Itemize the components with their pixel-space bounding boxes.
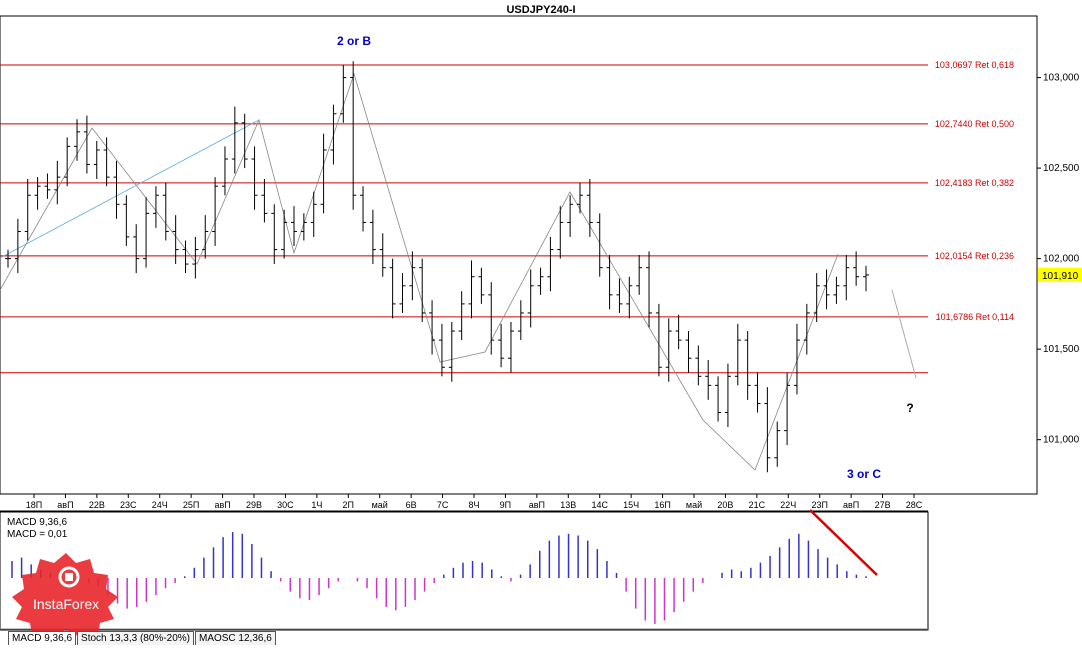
x-tick-label: авП — [214, 500, 230, 510]
fib-label: 102,7440 Ret 0,500 — [935, 119, 1014, 129]
x-tick-label: авП — [843, 500, 859, 510]
x-tick-label: 1Ч — [311, 500, 322, 510]
x-tick-label: 29В — [246, 500, 262, 510]
x-tick-label: май — [686, 500, 702, 510]
current-price-label: 101,910 — [1042, 271, 1079, 282]
x-tick-label: авП — [529, 500, 545, 510]
projection-line — [891, 289, 917, 379]
x-tick-label: май — [372, 500, 388, 510]
main-panel-frame — [0, 15, 1038, 495]
y-tick-label: 103,000 — [1043, 73, 1080, 84]
current-price-marker — [1038, 267, 1082, 282]
y-tick-label: 102,000 — [1043, 254, 1080, 265]
wave-label-question: ? — [906, 401, 913, 415]
indicator-panel-frame — [0, 511, 929, 631]
tab-maosc[interactable]: MAOSC 12,36,6 — [194, 631, 276, 645]
macd-trend-line — [809, 509, 878, 576]
x-tick-label: 24Ч — [152, 500, 168, 510]
x-tick-label: 14С — [591, 500, 608, 510]
x-tick-label: 23П — [811, 500, 827, 510]
chart-title: USDJPY240-I — [506, 4, 575, 16]
fib-label: 102,4183 Ret 0,382 — [935, 178, 1014, 188]
macd-value: MACD = 0,01 — [7, 529, 68, 540]
x-tick-label: 20В — [717, 500, 733, 510]
x-tick-label: 21С — [749, 500, 766, 510]
x-tick-label: 28С — [906, 500, 923, 510]
fib-label: 101,6786 Ret 0,114 — [936, 312, 1014, 322]
x-tick-label: 9П — [500, 500, 511, 510]
tab-stoch[interactable]: Stoch 13,3,3 (80%-20%) — [77, 631, 194, 645]
x-tick-label: 8Ч — [468, 500, 479, 510]
x-tick-label: 7С — [437, 500, 449, 510]
instaforex-logo — [12, 553, 118, 635]
y-tick-label: 101,500 — [1043, 344, 1080, 355]
y-tick-label: 101,000 — [1043, 435, 1080, 446]
x-tick-label: авП — [57, 500, 73, 510]
brand-name: InstaForex — [33, 596, 100, 612]
channel-line — [0, 119, 260, 259]
x-tick-label: 25П — [183, 500, 199, 510]
x-tick-label: 6В — [406, 500, 417, 510]
wave-label-bottom: 3 or C — [847, 467, 881, 481]
wave-path — [0, 72, 839, 471]
macd-title: MACD 9,36,6 — [7, 517, 67, 528]
fib-label: 103,0697 Ret 0,618 — [935, 60, 1014, 70]
x-tick-label: 22В — [89, 500, 105, 510]
indicator-tabs: MACD 9,36,6 Stoch 13,3,3 (80%-20%) MAOSC… — [8, 631, 277, 645]
x-tick-label: 22Ч — [780, 500, 796, 510]
x-tick-label: 23С — [120, 500, 137, 510]
x-tick-label: 16П — [654, 500, 670, 510]
tab-macd[interactable]: MACD 9,36,6 — [8, 631, 77, 645]
x-tick-label: 18П — [26, 500, 42, 510]
x-tick-label: 30С — [277, 500, 294, 510]
fib-label: 102,0154 Ret 0,236 — [935, 251, 1014, 261]
x-tick-label: 15Ч — [623, 500, 639, 510]
wave-label-top: 2 or B — [337, 34, 371, 48]
y-tick-label: 102,500 — [1043, 163, 1080, 174]
x-tick-label: 13В — [560, 500, 576, 510]
x-tick-label: 2П — [343, 500, 354, 510]
x-tick-label: 27В — [875, 500, 891, 510]
